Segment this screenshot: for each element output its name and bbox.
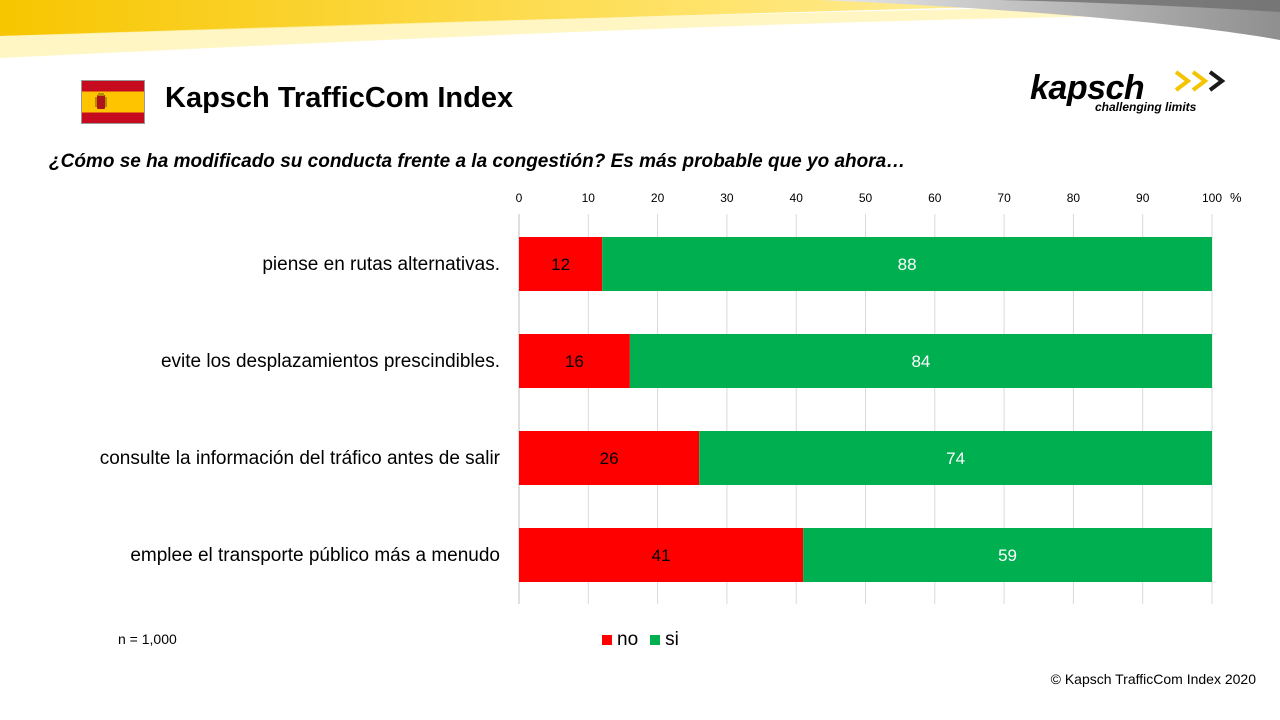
- data-label-no: 16: [565, 352, 584, 371]
- x-tick-label: 0: [516, 191, 523, 205]
- sample-size-note: n = 1,000: [118, 631, 177, 647]
- x-tick-label: 60: [928, 191, 942, 205]
- x-tick-label: 40: [790, 191, 804, 205]
- legend-label-si: si: [665, 629, 679, 650]
- x-tick-label: 100: [1202, 191, 1222, 205]
- data-label-no: 12: [551, 255, 570, 274]
- stacked-bar-chart: 0 10 20 30 40 50 60 70 80 90 100 % piense en rutas a…: [100, 190, 1242, 604]
- data-label-no: 41: [652, 546, 671, 565]
- data-label-no: 26: [600, 449, 619, 468]
- logo-wordmark: kapsch: [1030, 69, 1145, 107]
- data-label-si: 84: [911, 352, 930, 371]
- legend-swatch-no: [602, 635, 612, 645]
- kapsch-logo: kapsch challenging limits: [1030, 68, 1235, 118]
- bar-segment-si: [803, 528, 1212, 582]
- x-tick-label: 30: [720, 191, 734, 205]
- data-label-si: 88: [898, 255, 917, 274]
- header-decoration: [0, 0, 1280, 58]
- bar-segment-no: [519, 431, 700, 485]
- category-label: piense en rutas alternativas.: [262, 254, 500, 275]
- legend-item-no: no: [602, 629, 638, 651]
- legend-swatch-si: [650, 635, 661, 645]
- x-tick-label: 70: [997, 191, 1011, 205]
- bar-segment-si: [699, 431, 1212, 485]
- bar-segment-no: [519, 528, 804, 582]
- bar-segment-si: [602, 237, 1212, 291]
- survey-question: ¿Cómo se ha modificado su conducta frent…: [49, 151, 906, 172]
- spain-flag-icon: [81, 80, 145, 124]
- bar-segment-no: [519, 334, 630, 388]
- legend-item-si: si: [650, 629, 679, 651]
- logo-arrows-icon: [1174, 70, 1226, 92]
- legend-label-no: no: [617, 629, 639, 650]
- bar-segment-si: [629, 334, 1212, 388]
- x-tick-label: 80: [1067, 191, 1081, 205]
- bar-segment-no: [519, 237, 603, 291]
- logo-tagline: challenging limits: [1095, 100, 1197, 114]
- data-label-si: 74: [946, 449, 965, 468]
- x-tick-label: 20: [651, 191, 665, 205]
- x-tick-label: 50: [859, 191, 873, 205]
- axis-unit-label: %: [1230, 190, 1242, 205]
- x-tick-label: 90: [1136, 191, 1150, 205]
- category-label: consulte la información del tráfico ante…: [100, 448, 501, 469]
- category-label: emplee el transporte público más a menud…: [130, 545, 500, 566]
- chart-legend: no si: [602, 629, 691, 651]
- data-label-si: 59: [998, 546, 1017, 565]
- copyright-text: © Kapsch TrafficCom Index 2020: [1050, 671, 1256, 687]
- x-tick-label: 10: [582, 191, 596, 205]
- category-label: evite los desplazamientos prescindibles.: [161, 351, 500, 372]
- page-title: Kapsch TrafficCom Index: [165, 82, 514, 114]
